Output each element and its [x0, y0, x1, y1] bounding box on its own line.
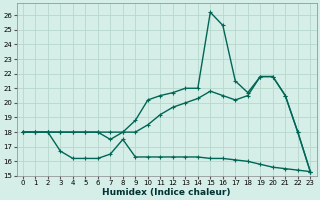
X-axis label: Humidex (Indice chaleur): Humidex (Indice chaleur) [102, 188, 231, 197]
